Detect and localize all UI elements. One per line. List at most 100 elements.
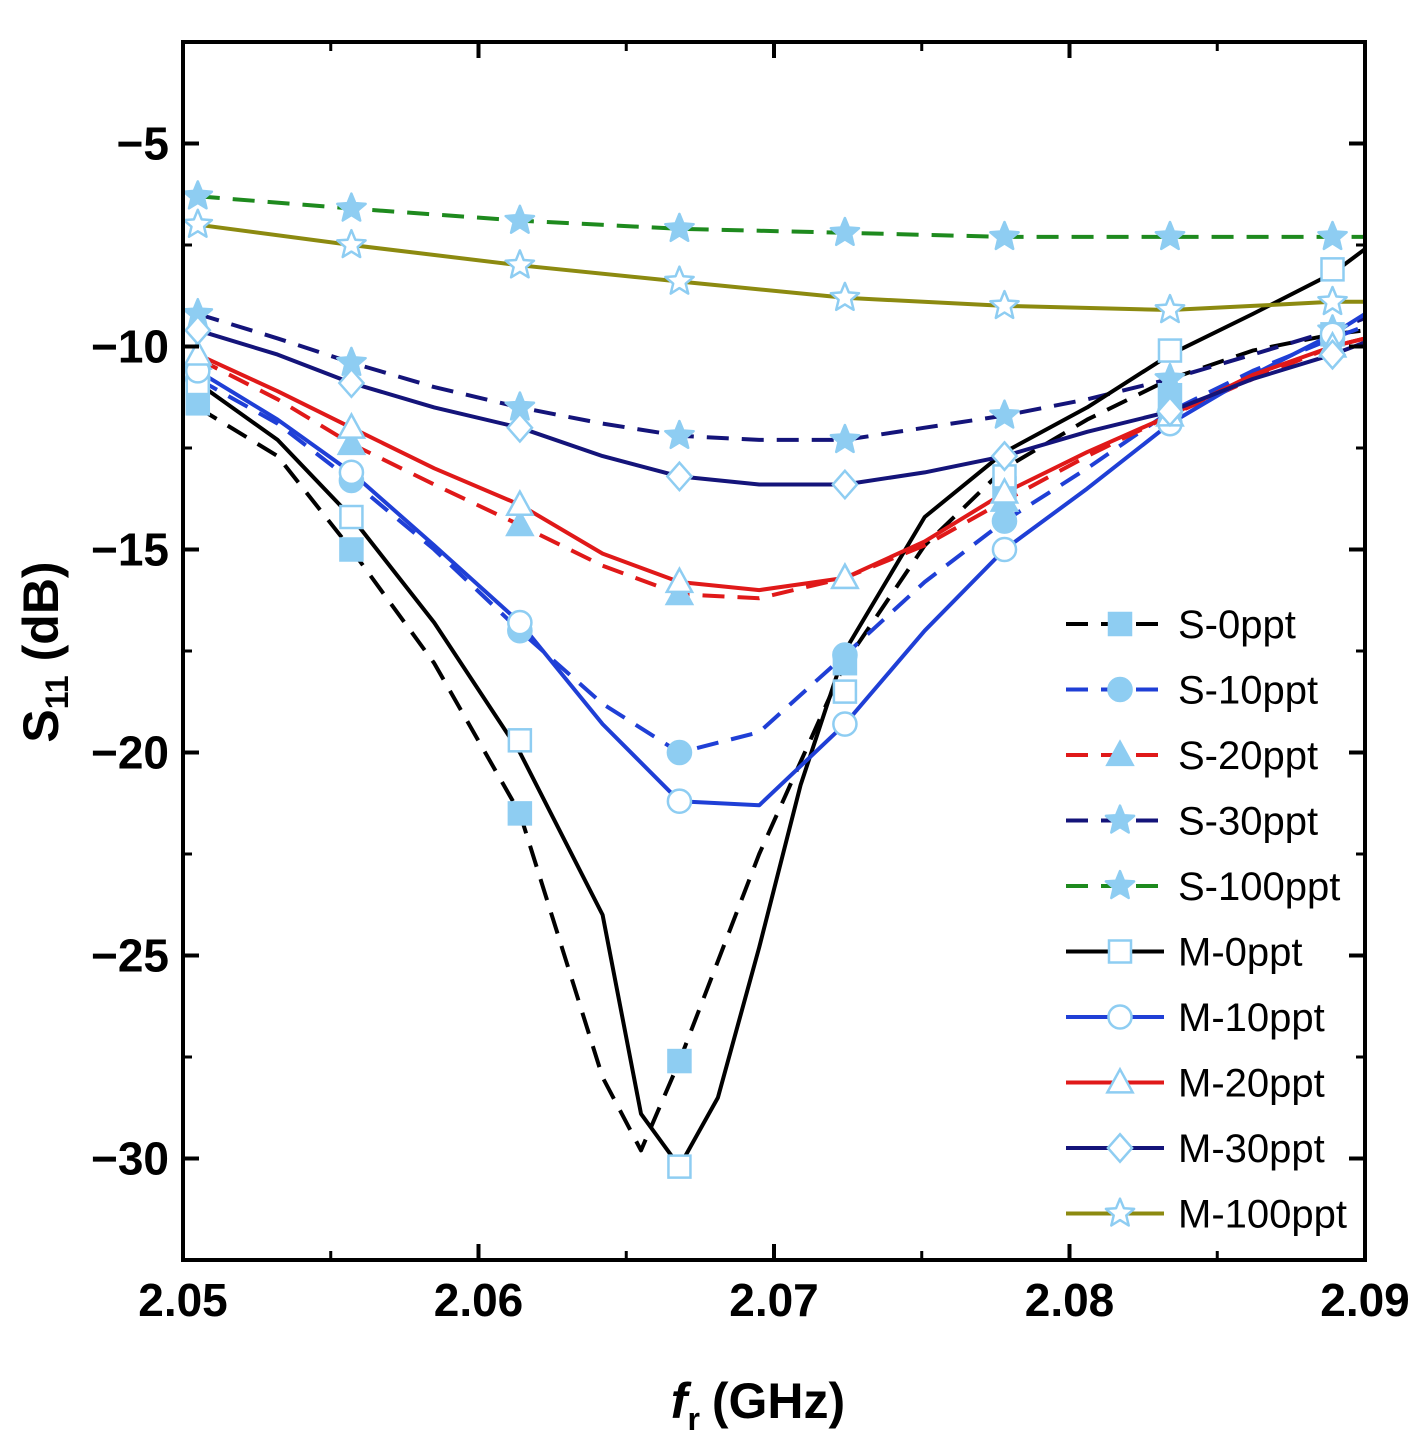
legend-item-m-10ppt: M-10ppt [1066, 996, 1325, 1040]
series-line-s-0ppt [196, 328, 1365, 1153]
data-point-s-100ppt [989, 220, 1020, 251]
data-point-s-30ppt [989, 399, 1020, 429]
legend-label-s-10ppt: S-10ppt [1178, 669, 1318, 713]
x-axis-subscript: r [687, 1401, 699, 1437]
y-tick-label: −5 [117, 118, 169, 170]
series-line-m-30ppt [197, 328, 1365, 487]
legend-label-s-100ppt: S-100ppt [1178, 865, 1340, 909]
data-point-m-30ppt [1318, 338, 1347, 371]
x-axis-unit: (GHz) [712, 1373, 845, 1429]
series-line-s-20ppt [196, 336, 1365, 601]
data-point-s-30ppt [664, 419, 695, 450]
data-point-s-10ppt [666, 739, 693, 766]
legend-marker-s-0ppt [1107, 611, 1133, 637]
marker-layer [182, 180, 1348, 1179]
data-point-m-0ppt [1157, 338, 1183, 363]
data-point-m-10ppt [507, 609, 533, 636]
data-point-m-100ppt [504, 249, 536, 279]
x-axis-title: fr (GHz) [671, 1373, 845, 1437]
data-point-s-10ppt [991, 508, 1018, 534]
data-point-m-30ppt [831, 468, 859, 501]
data-point-m-100ppt [829, 281, 861, 312]
legend-marker-m-20ppt [1105, 1066, 1135, 1094]
y-tick-label: −15 [91, 524, 169, 576]
data-point-s-10ppt [832, 642, 858, 668]
legend-label-m-0ppt: M-0ppt [1178, 931, 1303, 975]
x-tick-label: 2.07 [729, 1274, 819, 1326]
data-point-s-30ppt [829, 423, 861, 454]
data-point-m-20ppt [664, 566, 695, 594]
data-point-m-20ppt [830, 562, 860, 590]
legend-marker-s-20ppt [1105, 739, 1135, 767]
data-point-s-100ppt [1154, 220, 1186, 251]
data-point-s-100ppt [664, 212, 695, 243]
x-tick-label: 2.08 [1025, 1274, 1115, 1326]
legend-label-m-100ppt: M-100ppt [1178, 1193, 1347, 1237]
y-axis-title: S11 (dB) [13, 561, 75, 742]
y-axis-subscript: 11 [39, 675, 75, 709]
data-point-s-0ppt [667, 1048, 692, 1074]
legend-label-m-10ppt: M-10ppt [1178, 996, 1325, 1040]
data-point-m-30ppt [506, 412, 534, 444]
series-line-m-100ppt [197, 222, 1365, 312]
legend-label-s-20ppt: S-20ppt [1178, 734, 1318, 778]
data-point-m-100ppt [182, 208, 214, 238]
data-point-s-20ppt [505, 509, 535, 537]
data-point-s-100ppt [504, 204, 536, 234]
data-point-m-10ppt [832, 711, 858, 737]
legend-marker-m-30ppt [1106, 1132, 1134, 1164]
data-point-m-0ppt [1320, 257, 1345, 282]
data-point-s-100ppt [1317, 220, 1348, 251]
data-point-m-0ppt [667, 1154, 692, 1179]
y-tick-label: −10 [91, 321, 169, 373]
y-tick-label: −20 [91, 727, 169, 779]
axis-layer: 2.05 2.06 2.07 2.08 2.09 −30 −25 −20 −15 −10 −5 [91, 40, 1410, 1326]
data-point-m-0ppt [339, 504, 364, 530]
data-point-s-0ppt [339, 537, 364, 562]
legend-label-m-30ppt: M-30ppt [1178, 1127, 1325, 1171]
legend-item-m-30ppt: M-30ppt [1066, 1127, 1325, 1171]
legend-marker-m-100ppt [1104, 1197, 1136, 1227]
legend-label-m-20ppt: M-20ppt [1178, 1062, 1325, 1106]
data-point-m-20ppt [505, 489, 535, 516]
legend: S-0ppt S-10ppt S-20ppt S-30ppt S-100ppt M-0pp… [1066, 603, 1347, 1237]
data-point-s-20ppt [336, 428, 367, 456]
legend-marker-s-10ppt [1107, 676, 1133, 703]
data-point-m-30ppt [1156, 395, 1184, 428]
data-point-m-100ppt [1154, 293, 1186, 324]
data-point-m-10ppt [338, 459, 365, 486]
data-point-s-100ppt [182, 180, 214, 210]
series-line-s-30ppt [197, 312, 1365, 442]
legend-marker-m-0ppt [1107, 939, 1133, 964]
legend-item-m-0ppt: M-0ppt [1066, 931, 1303, 975]
data-point-m-100ppt [1317, 285, 1348, 316]
data-point-m-20ppt [183, 338, 213, 366]
legend-label-s-30ppt: S-30ppt [1178, 800, 1318, 844]
y-axis-symbol: S [13, 709, 69, 742]
data-point-m-10ppt [666, 788, 693, 815]
series-line-m-20ppt [196, 336, 1365, 593]
legend-item-m-100ppt: M-100ppt [1066, 1193, 1347, 1237]
data-point-m-0ppt [507, 728, 533, 753]
data-point-s-100ppt [829, 216, 861, 247]
legend-label-s-0ppt: S-0ppt [1178, 603, 1296, 647]
legend-item-s-100ppt: S-100ppt [1066, 865, 1340, 909]
data-point-m-100ppt [989, 289, 1020, 320]
data-point-s-100ppt [336, 192, 367, 222]
legend-marker-s-100ppt [1104, 869, 1136, 900]
data-point-m-100ppt [336, 228, 367, 259]
data-point-m-20ppt [989, 476, 1020, 504]
data-point-m-30ppt [990, 440, 1019, 472]
x-axis-symbol: f [671, 1373, 692, 1429]
legend-item-s-0ppt: S-0ppt [1066, 603, 1296, 647]
data-point-m-100ppt [664, 265, 695, 295]
x-tick-label: 2.06 [434, 1274, 524, 1326]
legend-marker-m-10ppt [1107, 1004, 1133, 1030]
data-point-m-30ppt [665, 460, 694, 493]
data-point-m-30ppt [337, 367, 366, 399]
data-point-s-0ppt [507, 801, 533, 826]
series-line-m-10ppt [196, 312, 1365, 808]
data-point-m-30ppt [184, 314, 212, 346]
legend-item-s-10ppt: S-10ppt [1066, 669, 1318, 713]
